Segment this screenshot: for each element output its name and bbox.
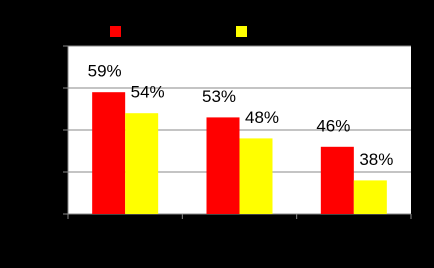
bar [206, 117, 240, 214]
legend-swatch [236, 26, 247, 37]
bar [320, 146, 354, 214]
value-label: 46% [316, 116, 350, 135]
value-label: 48% [245, 108, 279, 127]
bar [125, 113, 159, 214]
bar [353, 180, 387, 214]
value-label: 38% [359, 150, 393, 169]
bar [239, 138, 273, 214]
value-label: 53% [202, 87, 236, 106]
bar [92, 92, 126, 214]
legend-swatch [110, 26, 121, 37]
value-label: 54% [131, 83, 165, 102]
value-label: 59% [88, 62, 122, 81]
